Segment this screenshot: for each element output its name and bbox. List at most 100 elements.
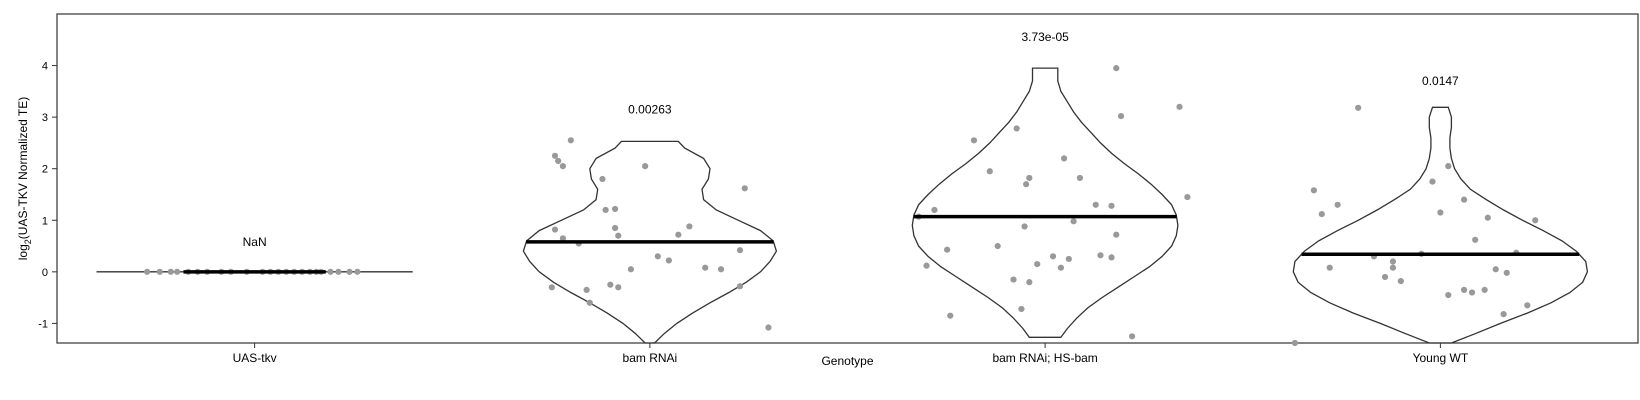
data-point — [144, 268, 151, 275]
data-point — [1429, 178, 1436, 185]
plot-frame — [56, 13, 1639, 344]
data-point — [1026, 279, 1033, 286]
data-point — [765, 324, 772, 331]
data-point — [1113, 65, 1120, 72]
data-point — [1291, 339, 1299, 347]
data-point — [1445, 291, 1452, 299]
y-tick-label: 0 — [42, 267, 48, 279]
data-point — [354, 268, 361, 275]
data-point — [1018, 305, 1025, 313]
data-point — [1334, 201, 1341, 208]
data-point — [548, 284, 555, 291]
data-point — [1184, 193, 1191, 201]
data-point — [1310, 187, 1317, 194]
data-point — [1092, 201, 1099, 208]
data-point — [970, 137, 978, 144]
data-point — [1472, 236, 1479, 243]
data-point — [741, 185, 748, 192]
x-tick-label: UAS-tkv — [233, 351, 277, 365]
data-point — [654, 253, 661, 260]
data-point — [611, 205, 619, 213]
data-point — [1484, 214, 1491, 221]
y-axis: -1 0 1 2 3 4 — [38, 61, 57, 330]
data-point — [1318, 210, 1325, 218]
data-point — [559, 235, 567, 242]
data-point — [1070, 218, 1077, 225]
y-tick-label: 4 — [42, 61, 48, 73]
data-point — [551, 226, 559, 233]
data-point — [1057, 264, 1065, 271]
pvalue-label: 0.0147 — [1422, 74, 1459, 88]
data-point — [1389, 264, 1397, 271]
data-point — [1097, 252, 1104, 259]
data-point — [1460, 196, 1468, 203]
data-point — [1445, 163, 1452, 170]
data-point — [327, 268, 334, 275]
data-point — [736, 247, 744, 254]
data-point — [174, 268, 181, 275]
data-point — [1481, 286, 1488, 293]
data-point — [717, 266, 725, 273]
data-point — [1108, 202, 1115, 209]
data-point — [567, 137, 574, 144]
data-point — [1397, 278, 1404, 285]
data-point — [1381, 273, 1389, 281]
data-point — [1437, 209, 1444, 216]
data-point — [1503, 269, 1510, 276]
data-point — [627, 266, 635, 273]
violin-shape — [522, 140, 778, 344]
data-point — [1049, 253, 1057, 260]
data-point — [1524, 302, 1531, 309]
pvalue-label: NaN — [243, 235, 267, 249]
data-point — [615, 284, 622, 291]
x-tick-label: bam RNAi; HS-bam — [992, 351, 1097, 365]
data-point — [1389, 258, 1397, 265]
pvalue-label: 0.00263 — [628, 102, 672, 116]
data-point — [642, 163, 649, 170]
data-point — [1010, 276, 1017, 283]
data-point — [1060, 155, 1068, 162]
violin-shape — [1292, 106, 1589, 344]
y-tick-label: 1 — [42, 215, 48, 227]
data-point — [931, 206, 938, 214]
data-point — [167, 268, 174, 275]
x-axis: UAS-tkv bam RNAi bam RNAi; HS-bam Young WT — [233, 343, 1469, 365]
y-axis-title-log: log — [16, 244, 30, 260]
data-point — [947, 312, 954, 319]
data-point — [1176, 103, 1183, 110]
data-point — [551, 152, 559, 159]
y-axis-title-rest: (UAS-TKV Normalized TE) — [16, 97, 30, 239]
data-point — [702, 264, 709, 271]
y-axis-title-subscript: 2 — [23, 239, 33, 244]
data-point — [1326, 264, 1333, 271]
data-point — [1021, 223, 1028, 230]
data-point — [986, 168, 993, 175]
data-point — [611, 224, 619, 232]
data-point — [335, 268, 342, 275]
violin-shape — [911, 67, 1179, 338]
data-point — [1468, 289, 1476, 296]
y-tick-label: -1 — [38, 318, 48, 330]
pvalue-label: 3.73e-05 — [1021, 30, 1069, 44]
data-point — [1532, 217, 1539, 224]
data-point — [156, 268, 163, 275]
data-point — [923, 262, 930, 269]
data-point — [1065, 255, 1072, 263]
data-point — [686, 223, 693, 230]
x-axis-title: Genotype — [821, 354, 873, 368]
data-point — [1113, 231, 1120, 238]
points-layer — [144, 65, 1539, 347]
data-point — [346, 268, 353, 275]
data-point — [736, 283, 744, 290]
data-point — [1108, 254, 1115, 261]
median-layer — [183, 214, 1580, 274]
data-point — [1492, 266, 1499, 273]
y-tick-label: 3 — [42, 112, 48, 124]
y-tick-label: 2 — [42, 164, 48, 176]
pvalue-layer: NaN 0.00263 3.73e-05 0.0147 — [243, 30, 1459, 249]
data-point — [599, 175, 606, 183]
data-point — [994, 242, 1001, 250]
data-point — [1128, 333, 1136, 340]
data-point — [1500, 311, 1507, 318]
data-point — [665, 257, 672, 264]
